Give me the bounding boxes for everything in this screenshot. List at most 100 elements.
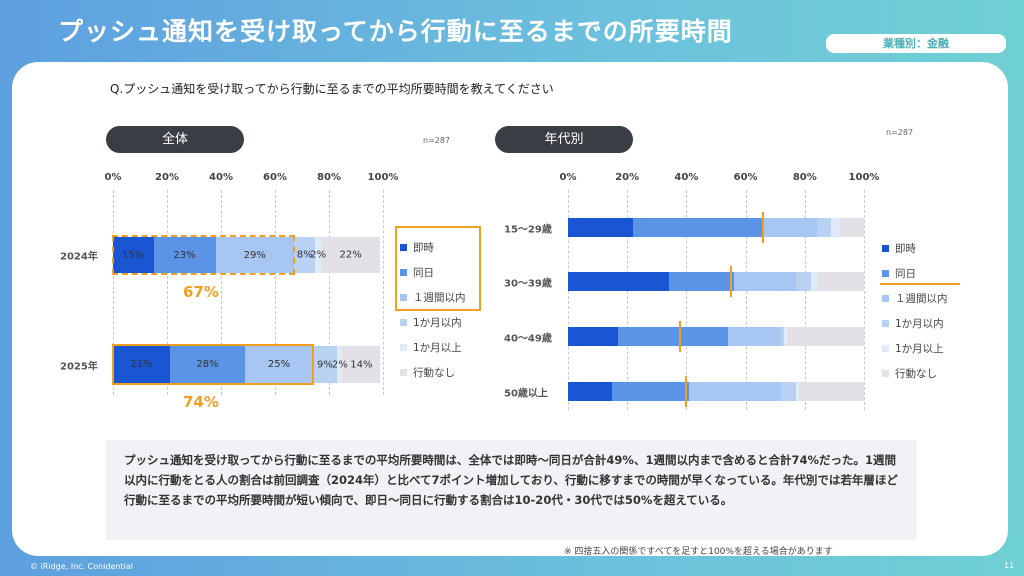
age-x-tick: 60% [733, 172, 758, 183]
age-bar-segment [781, 382, 796, 401]
age-bar-segment [816, 272, 864, 291]
age-x-tick: 20% [615, 172, 640, 183]
overall-legend-item: 即時 [400, 235, 466, 260]
overall-x-tick: 20% [155, 172, 179, 183]
age-gridline [686, 190, 688, 410]
overall-bar-segment [320, 237, 381, 273]
overall-legend-swatch [400, 369, 407, 376]
overall-bar-segment [337, 346, 343, 383]
age-bar-segment [733, 272, 796, 291]
age-bar-segment [795, 272, 811, 291]
overall-bar-segment: 28% [169, 346, 246, 383]
overall-bar-segment [342, 346, 381, 383]
age-gridline [568, 190, 569, 410]
rounding-note: ※ 四捨五入の関係ですべてを足すと100%を超える場合があります [564, 547, 833, 557]
age-category-label: 40〜49歳 [504, 333, 552, 344]
age-bar-segment [816, 218, 832, 237]
age-gridline [627, 190, 629, 410]
overall-bar: 21% 28% 25% [113, 346, 383, 383]
age-legend-label: 即時 [895, 243, 916, 255]
age-legend: 即時同日 １週間以内 1か月以内 1か月以上行動なし [882, 236, 948, 386]
age-legend-label: １週間以内 [895, 293, 948, 305]
age-marker [679, 321, 682, 352]
overall-legend-label: 1か月以上 [413, 342, 462, 354]
age-marker [729, 266, 732, 297]
overall-bar-segment: 21% [113, 346, 170, 383]
overall-gridline [275, 190, 276, 395]
overall-sum-label: 74% [183, 393, 219, 411]
page-title: プッシュ通知を受け取ってから行動に至るまでの所要時間 [58, 17, 733, 46]
overall-legend-swatch [400, 319, 407, 326]
overall-x-tick: 100% [367, 172, 399, 183]
overall-legend-label: 即時 [413, 242, 434, 254]
overall-x-tick: 60% [263, 172, 287, 183]
overall-legend-item: 1か月以内 [400, 310, 466, 335]
age-bar-segment [784, 327, 787, 346]
overall-n: n=287 [423, 136, 451, 145]
age-legend-item: 行動なし [882, 361, 948, 386]
age-legend-item: 1か月以内 [882, 311, 948, 336]
overall-gridline [221, 190, 222, 395]
age-bar-segment [568, 382, 613, 401]
summary-text: プッシュ通知を受け取ってから行動に至るまでの平均所要時間は、全体では即時〜同日が… [106, 440, 916, 540]
age-x-tick: 80% [792, 172, 817, 183]
age-bar [568, 327, 864, 346]
age-legend-label: 行動なし [895, 368, 937, 380]
age-bar-segment [568, 327, 619, 346]
age-n: n=287 [886, 128, 914, 137]
age-legend-label: 1か月以上 [895, 343, 944, 355]
age-legend-item: １週間以内 [882, 286, 948, 311]
page-number: 11 [1004, 561, 1015, 570]
age-legend-swatch [882, 345, 889, 352]
age-bar-segment [787, 327, 864, 346]
age-category-label: 15〜29歳 [504, 224, 552, 235]
age-legend-label: 1か月以内 [895, 318, 944, 330]
age-bar-segment [795, 382, 799, 401]
age-legend-label: 同日 [895, 268, 916, 280]
overall-legend-highlight [395, 226, 481, 311]
age-bar-segment [568, 218, 634, 237]
age-marker [762, 212, 765, 243]
age-bar [568, 382, 864, 401]
age-bar-segment [689, 382, 782, 401]
industry-badge: 業種別：金融 [826, 34, 1006, 53]
age-bar [568, 218, 864, 237]
content-panel: Q.プッシュ通知を受け取ってから行動に至るまでの平均所要時間を教えてください 全… [12, 62, 1008, 557]
age-category-label: 30〜39歳 [504, 278, 552, 289]
age-legend-swatch [882, 370, 889, 377]
overall-bar-segment: 29% [215, 237, 294, 273]
overall-legend-swatch [400, 269, 407, 276]
age-bar-segment [668, 272, 734, 291]
age-bar-segment [831, 218, 841, 237]
overall-legend-label: 行動なし [413, 367, 455, 379]
age-bar [568, 272, 864, 291]
question-text: Q.プッシュ通知を受け取ってから行動に至るまでの平均所要時間を教えてください [110, 82, 554, 96]
age-bar-segment [840, 218, 864, 237]
age-bar-segment [798, 382, 864, 401]
overall-gridline [329, 190, 330, 395]
age-gridline [804, 190, 806, 410]
age-bar-segment [633, 218, 764, 237]
age-bar-segment [763, 218, 817, 237]
overall-data-label: 14% [350, 359, 373, 370]
age-gridline [864, 190, 865, 410]
overall-bar-segment [312, 346, 338, 383]
age-marker [685, 376, 688, 407]
overall-data-label: 9% [317, 359, 333, 370]
overall-bar-segment: 25% [245, 346, 313, 383]
age-legend-swatch [882, 295, 889, 302]
overall-bar: 15% 23% 29% [113, 237, 383, 273]
overall-bar-segment [315, 237, 321, 273]
age-x-tick: 100% [848, 172, 880, 183]
overall-highlight-box [112, 344, 314, 385]
overall-highlight-box [112, 235, 295, 275]
age-legend-item: 即時 [882, 236, 948, 261]
overall-legend-swatch [400, 344, 407, 351]
overall-data-label: 8% [296, 249, 313, 261]
overall-bar-segment: 15% [113, 237, 154, 273]
overall-legend-label: １週間以内 [413, 292, 466, 304]
age-gridline [745, 190, 747, 410]
overall-category-label: 2025年 [60, 361, 98, 372]
overall-legend-item: 1か月以上 [400, 335, 466, 360]
overall-data-label: 22% [339, 249, 362, 261]
